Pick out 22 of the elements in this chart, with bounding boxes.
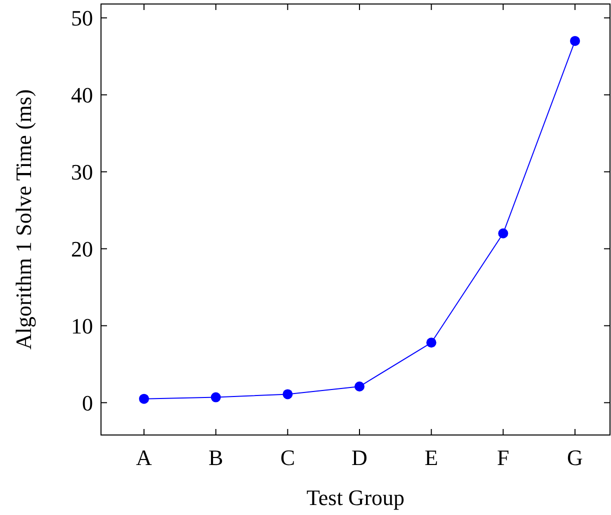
x-tick-label: B: [208, 445, 224, 470]
point: [498, 228, 508, 238]
x-tick-label: F: [497, 445, 510, 470]
x-tick-label: A: [136, 445, 152, 470]
x-axis-title: Test Group: [306, 485, 405, 510]
x-tick-label: D: [352, 445, 368, 470]
y-tick-label: 30: [71, 159, 93, 184]
point: [570, 36, 580, 46]
point: [282, 389, 293, 400]
y-axis-title: Algorithm 1 Solve Time (ms): [11, 89, 36, 350]
y-tick-label: 10: [71, 313, 93, 338]
y-tick-label: 40: [71, 82, 93, 108]
x-tick-label: G: [567, 445, 584, 470]
point: [139, 394, 149, 404]
y-tick-label: 0: [82, 390, 93, 416]
y-tick-label: 20: [71, 236, 93, 262]
x-tick-label: C: [280, 445, 296, 470]
x-tick-label: E: [424, 445, 438, 470]
point: [426, 338, 436, 348]
point: [354, 382, 364, 392]
y-tick-label: 50: [71, 6, 93, 31]
point: [210, 392, 221, 402]
